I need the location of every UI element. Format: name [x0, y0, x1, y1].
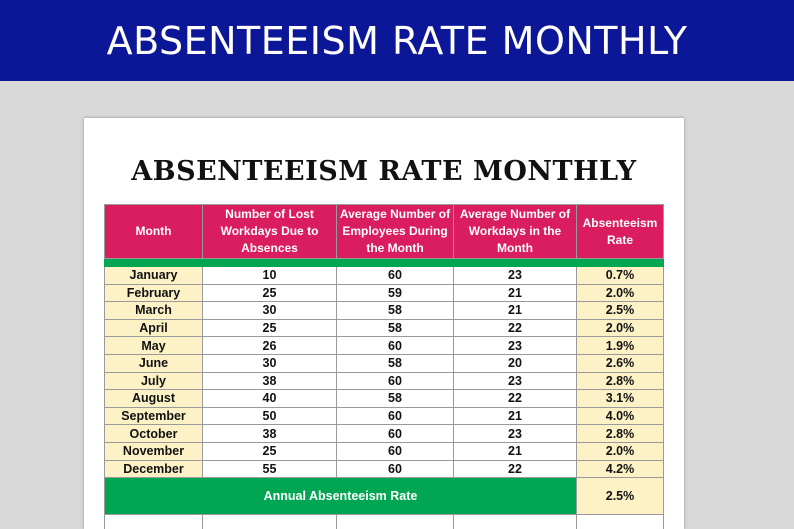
cell-month: May — [104, 336, 203, 355]
table-row: February 25 59 21 2.0% — [104, 283, 664, 303]
cell-lost-workdays: 10 — [202, 266, 337, 285]
table-row: May 26 60 23 1.9% — [104, 336, 664, 355]
cell-month: April — [104, 318, 203, 338]
cell-avg-workdays: 22 — [453, 389, 577, 408]
table-row: November 25 60 21 2.0% — [104, 441, 664, 461]
column-header-absenteeism-rate: Absenteeism Rate — [576, 204, 664, 259]
cell-lost-workdays: 25 — [202, 283, 337, 303]
cell-avg-employees: 60 — [336, 441, 454, 461]
cell-avg-employees: 58 — [336, 389, 454, 408]
cell-avg-employees: 60 — [336, 459, 454, 479]
cell-lost-workdays: 30 — [202, 301, 337, 320]
cell-avg-employees: 58 — [336, 353, 454, 373]
cell-avg-employees: 60 — [336, 424, 454, 443]
blank-row — [104, 514, 664, 529]
cell-lost-workdays: 40 — [202, 389, 337, 408]
cell-absenteeism-rate: 4.2% — [576, 459, 664, 479]
cell-avg-workdays: 21 — [453, 301, 577, 320]
cell-absenteeism-rate: 2.0% — [576, 441, 664, 461]
annual-row: Annual Absenteeism Rate 2.5% — [104, 477, 664, 516]
cell-avg-workdays: 21 — [453, 441, 577, 461]
cell-avg-employees: 60 — [336, 336, 454, 355]
table-row: July 38 60 23 2.8% — [104, 371, 664, 391]
cell-absenteeism-rate: 2.8% — [576, 424, 664, 443]
cell-month: December — [104, 459, 203, 479]
cell-lost-workdays: 50 — [202, 406, 337, 426]
cell-absenteeism-rate: 2.5% — [576, 301, 664, 320]
cell-month: July — [104, 371, 203, 391]
cell-absenteeism-rate: 1.9% — [576, 336, 664, 355]
cell-lost-workdays: 38 — [202, 371, 337, 391]
cell-avg-workdays: 22 — [453, 459, 577, 479]
cell-avg-employees: 60 — [336, 371, 454, 391]
column-header-avg-workdays: Average Number of Workdays in the Month — [453, 204, 577, 259]
spreadsheet-page: ABSENTEEISM RATE MONTHLY Month Number of… — [84, 118, 684, 529]
table-row: December 55 60 22 4.2% — [104, 459, 664, 479]
cell-avg-workdays: 23 — [453, 424, 577, 443]
cell-absenteeism-rate: 3.1% — [576, 389, 664, 408]
cell-avg-workdays: 20 — [453, 353, 577, 373]
cell-avg-workdays: 23 — [453, 336, 577, 355]
cell-month: August — [104, 389, 203, 408]
column-header-avg-employees: Average Number of Employees During the M… — [336, 204, 454, 259]
cell-avg-workdays: 21 — [453, 406, 577, 426]
column-header-month: Month — [104, 204, 203, 259]
header-separator — [104, 258, 664, 267]
cell-month: September — [104, 406, 203, 426]
cell-month: January — [104, 266, 203, 285]
cell-month: February — [104, 283, 203, 303]
cell-absenteeism-rate: 2.8% — [576, 371, 664, 391]
cell-avg-employees: 59 — [336, 283, 454, 303]
table-row: April 25 58 22 2.0% — [104, 318, 664, 338]
cell-absenteeism-rate: 0.7% — [576, 266, 664, 285]
column-header-lost-workdays: Number of Lost Workdays Due to Absences — [202, 204, 337, 259]
cell-month: October — [104, 424, 203, 443]
cell-absenteeism-rate: 2.0% — [576, 283, 664, 303]
cell-lost-workdays: 38 — [202, 424, 337, 443]
table-row: June 30 58 20 2.6% — [104, 353, 664, 373]
cell-lost-workdays: 25 — [202, 441, 337, 461]
table-header-row: Month Number of Lost Workdays Due to Abs… — [104, 204, 664, 259]
cell-avg-workdays: 21 — [453, 283, 577, 303]
table-row: March 30 58 21 2.5% — [104, 301, 664, 320]
sheet-title: ABSENTEEISM RATE MONTHLY — [131, 156, 637, 187]
cell-lost-workdays: 55 — [202, 459, 337, 479]
cell-avg-employees: 58 — [336, 318, 454, 338]
cell-absenteeism-rate: 2.6% — [576, 353, 664, 373]
absenteeism-table: Month Number of Lost Workdays Due to Abs… — [104, 204, 664, 529]
cell-lost-workdays: 26 — [202, 336, 337, 355]
cell-month: November — [104, 441, 203, 461]
cell-absenteeism-rate: 4.0% — [576, 406, 664, 426]
annual-value: 2.5% — [576, 477, 664, 516]
table-row: January 10 60 23 0.7% — [104, 266, 664, 285]
banner: ABSENTEEISM RATE MONTHLY — [0, 0, 794, 81]
cell-avg-employees: 58 — [336, 301, 454, 320]
table-row: August 40 58 22 3.1% — [104, 389, 664, 408]
banner-title: ABSENTEEISM RATE MONTHLY — [106, 18, 688, 63]
cell-avg-employees: 60 — [336, 266, 454, 285]
cell-avg-workdays: 23 — [453, 371, 577, 391]
table-row: September 50 60 21 4.0% — [104, 406, 664, 426]
annual-label: Annual Absenteeism Rate — [104, 477, 577, 516]
cell-month: March — [104, 301, 203, 320]
cell-avg-workdays: 23 — [453, 266, 577, 285]
table-row: October 38 60 23 2.8% — [104, 424, 664, 443]
cell-avg-employees: 60 — [336, 406, 454, 426]
cell-absenteeism-rate: 2.0% — [576, 318, 664, 338]
cell-lost-workdays: 30 — [202, 353, 337, 373]
cell-avg-workdays: 22 — [453, 318, 577, 338]
cell-month: June — [104, 353, 203, 373]
cell-lost-workdays: 25 — [202, 318, 337, 338]
